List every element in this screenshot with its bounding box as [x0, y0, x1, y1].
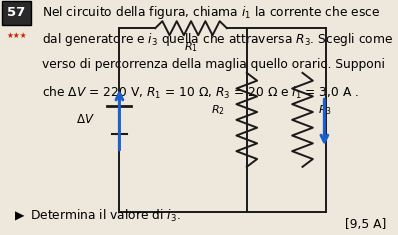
Text: che $\Delta V$ = 220 V, $R_1$ = 10 Ω, $R_3$ = 20 Ω e $i_1$ = 3,0 A .: che $\Delta V$ = 220 V, $R_1$ = 10 Ω, $R…	[42, 85, 359, 101]
Text: $R_1$: $R_1$	[184, 40, 198, 54]
Text: Nel circuito della figura, chiama $i_1$ la corrente che esce: Nel circuito della figura, chiama $i_1$ …	[42, 4, 380, 20]
Text: ★★★: ★★★	[6, 31, 27, 39]
Text: $\Delta V$: $\Delta V$	[76, 113, 95, 126]
Text: dal generatore e $i_3$ quella che attraversa $R_3$. Scegli come: dal generatore e $i_3$ quella che attrav…	[42, 31, 393, 47]
Text: [9,5 A]: [9,5 A]	[345, 219, 386, 231]
Text: $R_3$: $R_3$	[318, 104, 332, 117]
Text: 57: 57	[7, 6, 25, 20]
Text: verso di percorrenza della maglia quello orario. Supponi: verso di percorrenza della maglia quello…	[42, 58, 384, 70]
FancyBboxPatch shape	[2, 1, 31, 25]
Text: $R_2$: $R_2$	[211, 104, 225, 117]
Text: $\blacktriangleright$ Determina il valore di $i_3$.: $\blacktriangleright$ Determina il valor…	[12, 208, 180, 224]
